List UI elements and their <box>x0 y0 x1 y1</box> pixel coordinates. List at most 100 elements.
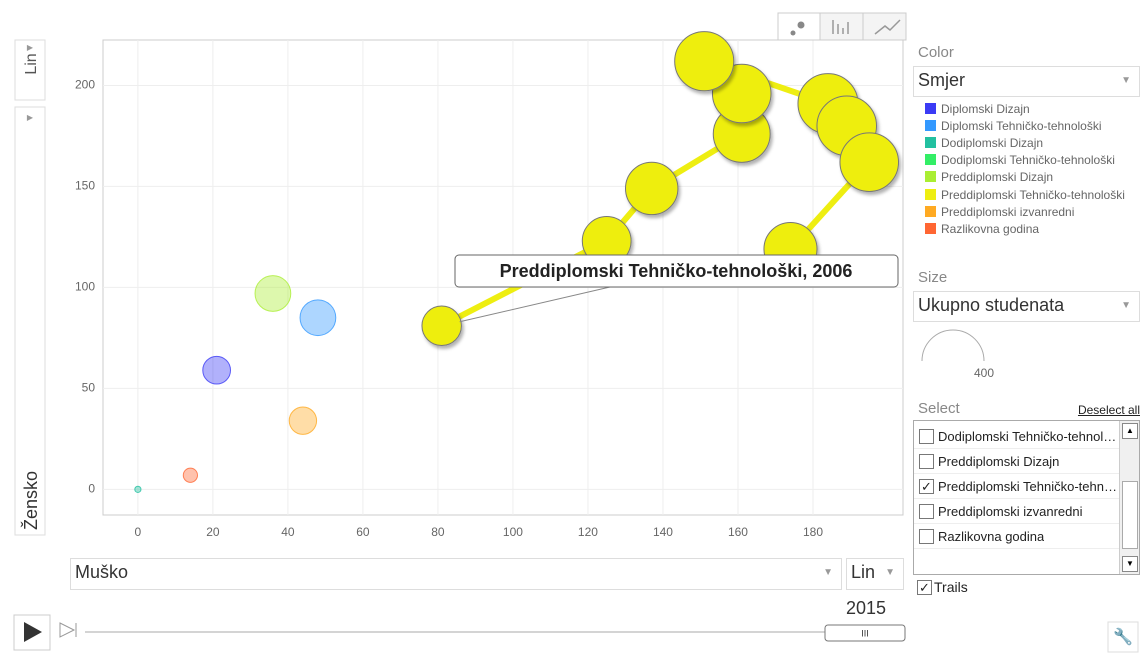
size-label: Size <box>918 269 948 286</box>
checkbox[interactable]: ✓ <box>919 478 934 494</box>
x-variable-dropdown[interactable]: Muško <box>70 558 842 590</box>
color-by: Smjer <box>918 70 966 90</box>
legend-item: Preddiplomski Tehničko-tehnološki <box>925 188 1135 202</box>
size-legend: 400 <box>921 329 994 380</box>
current-year: 2015 <box>846 598 886 618</box>
y-tick-label: 100 <box>75 280 95 294</box>
scrollbar[interactable]: ▲ ▼ <box>1119 421 1139 574</box>
x-tick-label: 40 <box>281 525 295 539</box>
x-scale: Lin <box>851 562 876 582</box>
thumb-grip: III <box>861 628 869 638</box>
y-tick-label: 50 <box>82 381 96 395</box>
legend-item: Dodiplomski Tehničko-tehnološki <box>925 153 1135 167</box>
wrench-icon: 🔧 <box>1113 627 1133 646</box>
bubble <box>624 161 679 216</box>
x-tick-label: 0 <box>135 525 142 539</box>
bubble <box>288 406 318 435</box>
legend-label: Razlikovna godina <box>941 221 1040 236</box>
settings-button[interactable] <box>1107 621 1139 653</box>
legend-swatch <box>925 222 936 234</box>
x-tick-label: 160 <box>728 525 748 539</box>
y-variable-dropdown[interactable] <box>14 106 46 536</box>
x-tick-label: 20 <box>206 525 220 539</box>
tooltip-text: Preddiplomski Tehničko-tehnološki, 2006 <box>500 261 853 281</box>
size-by: Ukupno studenata <box>918 295 1065 315</box>
y-scale-dropdown[interactable] <box>14 39 46 101</box>
y-scale: Lin <box>23 53 40 74</box>
legend-item: Preddiplomski Dizajn <box>925 170 1135 184</box>
size-legend-arc <box>921 329 985 362</box>
bar-view-button[interactable] <box>819 12 864 41</box>
y-tick-label: 0 <box>88 482 95 496</box>
legend-swatch <box>925 205 936 217</box>
legend-item: Razlikovna godina <box>925 222 1135 236</box>
select-item[interactable]: ✓ Preddiplomski Tehničko-tehnološki <box>914 474 1119 499</box>
deselect-all[interactable]: Deselect all <box>1077 403 1140 417</box>
legend-swatch <box>925 120 936 132</box>
bubble <box>202 355 232 385</box>
legend-label: Preddiplomski izvanredni <box>941 204 1075 219</box>
legend-item: Diplomski Dizajn <box>925 102 1135 116</box>
legend-label: Dodiplomski Dizajn <box>941 136 1044 151</box>
x-tick-label: 140 <box>653 525 673 539</box>
bubble <box>254 275 292 312</box>
select-item[interactable]: Razlikovna godina <box>914 524 1119 549</box>
y-tick-label: 200 <box>75 78 95 92</box>
icon <box>790 30 796 36</box>
x-tick-label: 100 <box>503 525 523 539</box>
select-label: Dodiplomski Tehničko-tehnološki <box>938 428 1119 444</box>
legend-label: Diplomski Dizajn <box>941 102 1030 116</box>
x-tick-label: 180 <box>803 525 823 539</box>
legend-swatch <box>925 103 936 114</box>
select-items: Dodiplomski Tehničko-tehnološki Preddiplo… <box>914 424 1119 549</box>
bubble <box>839 132 900 192</box>
legend-item: Dodiplomski Dizajn <box>925 136 1135 150</box>
arrow: ▶ <box>27 113 34 122</box>
legend-label: Preddiplomski Tehničko-tehnološki <box>941 187 1125 202</box>
checkbox[interactable] <box>919 428 934 444</box>
color-label: Color <box>918 44 954 61</box>
color-dropdown[interactable]: Smjer <box>913 66 1140 97</box>
select-item[interactable]: Preddiplomski Dizajn <box>914 449 1119 474</box>
select-label: Preddiplomski izvanredni <box>938 503 1083 519</box>
checkbox[interactable] <box>919 528 934 544</box>
x-tick-label: 120 <box>578 525 598 539</box>
checkbox[interactable] <box>919 453 934 469</box>
legend-swatch <box>925 154 936 166</box>
bubble <box>421 305 462 346</box>
line-view-button[interactable] <box>862 12 907 41</box>
legend-label: Diplomski Tehničko-tehnološki <box>941 119 1102 134</box>
select-label: Select <box>918 400 960 417</box>
legend-swatch <box>925 137 936 149</box>
select-item[interactable]: Preddiplomski izvanredni <box>914 499 1119 524</box>
tooltip-box <box>454 254 899 288</box>
speed-icon <box>59 622 77 638</box>
marks: Preddiplomski Tehničko-tehnološki, 2006 <box>134 31 900 493</box>
tooltip-pointer <box>459 286 611 323</box>
bubble <box>674 31 735 92</box>
select-item[interactable]: Dodiplomski Tehničko-tehnološki <box>914 424 1119 449</box>
legend-item: Preddiplomski izvanredni <box>925 205 1135 219</box>
bubble <box>134 485 142 493</box>
y-axis-label: Žensko <box>21 471 41 530</box>
size-dropdown[interactable]: Ukupno studenata <box>913 291 1140 322</box>
icon <box>832 20 849 34</box>
checkbox[interactable] <box>919 503 934 519</box>
legend-item: Diplomski Tehničko-tehnološki <box>925 119 1135 133</box>
checkbox[interactable]: ✓ <box>917 579 932 595</box>
y-tick-label: 150 <box>75 179 95 193</box>
legend-swatch <box>925 188 936 200</box>
legend-label: Preddiplomski Dizajn <box>941 170 1054 185</box>
x-scale-dropdown[interactable]: Lin <box>846 558 904 590</box>
legend-swatch <box>925 171 936 183</box>
trails-toggle[interactable]: ✓ Trails <box>915 579 968 595</box>
x-tick-label: 60 <box>356 525 370 539</box>
slider-thumb[interactable] <box>824 624 906 642</box>
icon <box>797 21 805 29</box>
bubble <box>299 299 337 337</box>
select-label: Preddiplomski Dizajn <box>938 453 1060 469</box>
select-label: Preddiplomski Tehničko-tehnološki <box>938 478 1119 494</box>
size-legend-label: 400 <box>974 366 994 380</box>
